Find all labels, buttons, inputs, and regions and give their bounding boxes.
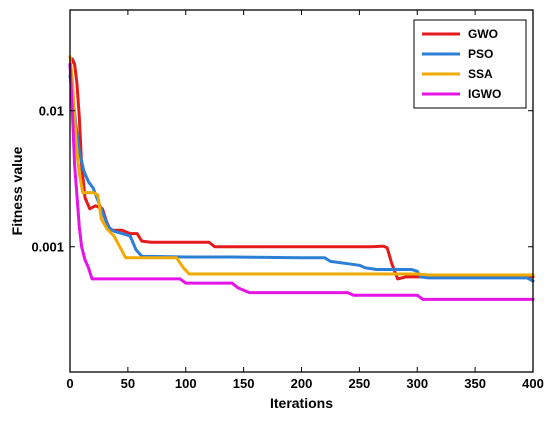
x-tick-label: 350 bbox=[464, 376, 486, 391]
x-tick-label: 50 bbox=[121, 376, 135, 391]
series-layer bbox=[68, 55, 535, 301]
series-line-gwo bbox=[68, 57, 535, 281]
y-axis-label: Fitness value bbox=[9, 146, 25, 235]
legend-label: PSO bbox=[468, 47, 493, 61]
legend-label: IGWO bbox=[468, 87, 501, 101]
legend-label: GWO bbox=[468, 27, 498, 41]
x-tick-label: 250 bbox=[349, 376, 371, 391]
series-line-igwo bbox=[68, 62, 535, 301]
x-tick-label: 400 bbox=[522, 376, 544, 391]
x-tick-label: 100 bbox=[175, 376, 197, 391]
series-line-ssa bbox=[68, 55, 535, 277]
legend-label: SSA bbox=[468, 67, 493, 81]
ticks-layer: 0 50 100 150 200 250 300 350 400 0.01 0.001 bbox=[31, 10, 544, 391]
x-tick-label: 150 bbox=[233, 376, 255, 391]
legend: GWO PSO SSA IGWO bbox=[413, 19, 527, 109]
x-axis-label: Iterations bbox=[270, 395, 333, 411]
x-tick-label: 300 bbox=[406, 376, 428, 391]
y-tick-label: 0.01 bbox=[39, 104, 64, 119]
y-tick-label: 0.001 bbox=[31, 240, 64, 255]
x-tick-label: 200 bbox=[291, 376, 313, 391]
x-tick-label: 0 bbox=[66, 376, 73, 391]
